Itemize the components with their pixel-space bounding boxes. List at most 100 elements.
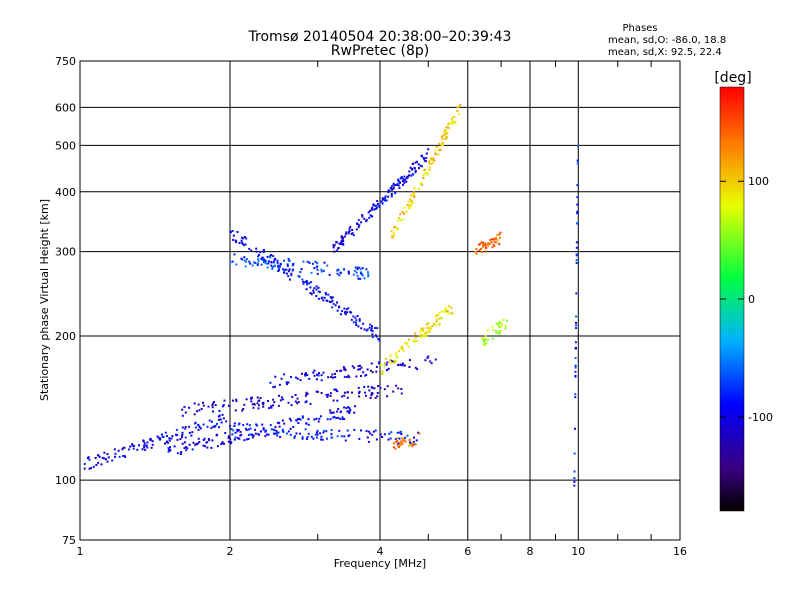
data-point — [422, 334, 424, 337]
data-point — [433, 324, 436, 327]
data-point — [275, 432, 278, 435]
data-point — [333, 244, 336, 247]
data-point — [493, 240, 496, 243]
data-point — [348, 376, 351, 379]
data-point — [302, 280, 305, 283]
data-point — [197, 437, 200, 440]
data-point — [283, 259, 285, 262]
data-point — [386, 361, 389, 364]
data-point — [287, 401, 290, 404]
data-point — [394, 191, 397, 194]
data-point — [83, 463, 86, 465]
data-point — [363, 328, 366, 331]
data-point — [242, 237, 245, 240]
data-point — [574, 427, 576, 430]
data-point — [331, 296, 334, 299]
data-point — [198, 441, 201, 443]
data-point — [422, 177, 425, 179]
data-point — [260, 257, 263, 260]
data-point — [262, 251, 265, 254]
data-point — [347, 272, 350, 275]
data-point — [395, 384, 398, 387]
data-point — [114, 452, 117, 455]
data-point — [277, 431, 280, 434]
data-point — [198, 425, 201, 428]
data-point — [241, 243, 244, 246]
data-point — [412, 191, 415, 194]
data-point — [214, 424, 217, 427]
data-point — [413, 436, 415, 439]
data-point — [376, 327, 379, 330]
data-point — [188, 431, 191, 434]
data-point — [290, 404, 293, 407]
data-point — [395, 352, 398, 355]
data-point — [371, 330, 374, 333]
data-point — [143, 442, 146, 445]
data-point — [396, 227, 399, 230]
data-point — [337, 247, 340, 250]
data-point — [95, 464, 98, 466]
data-point — [349, 311, 352, 313]
data-point — [103, 457, 106, 460]
data-point — [451, 311, 454, 314]
data-point — [381, 373, 384, 376]
data-point — [287, 257, 290, 260]
data-point — [358, 368, 361, 371]
data-point — [426, 356, 429, 359]
data-point — [575, 327, 577, 330]
data-point — [403, 206, 406, 209]
data-point — [360, 221, 363, 224]
data-point — [412, 340, 414, 343]
data-point — [360, 327, 363, 330]
data-point — [197, 424, 200, 427]
data-point — [221, 405, 224, 408]
data-point — [200, 407, 203, 410]
data-point — [175, 433, 177, 436]
data-point — [349, 409, 351, 412]
data-point — [346, 429, 349, 432]
data-point — [227, 435, 230, 438]
data-point — [170, 437, 173, 440]
data-point — [373, 387, 376, 390]
data-point — [244, 260, 247, 263]
data-point — [315, 285, 318, 288]
data-point — [272, 255, 275, 258]
data-point — [269, 381, 272, 384]
data-point — [345, 407, 348, 410]
data-point — [385, 369, 388, 372]
data-point — [111, 459, 114, 462]
data-point — [357, 219, 360, 222]
phases-x-line: mean, sd,X: 92.5, 22.4 — [608, 47, 722, 58]
data-point — [331, 436, 334, 439]
data-point — [384, 357, 387, 360]
data-point — [312, 371, 315, 374]
data-point — [149, 439, 152, 442]
data-point — [276, 434, 279, 437]
data-point — [98, 455, 101, 458]
data-point — [352, 321, 355, 324]
y-axis-label: Stationary phase Virtual Height [km] — [38, 199, 51, 401]
data-point — [227, 404, 230, 407]
data-point — [307, 423, 310, 426]
data-point — [371, 371, 374, 374]
data-point — [285, 268, 288, 271]
data-point — [173, 445, 176, 448]
data-point — [105, 458, 107, 461]
y-tick-label: 200 — [55, 330, 76, 343]
data-point — [232, 399, 234, 402]
data-point — [294, 400, 297, 403]
data-point — [453, 120, 456, 123]
data-point — [272, 398, 275, 401]
data-point — [365, 394, 367, 397]
data-point — [233, 422, 236, 425]
data-point — [315, 266, 318, 269]
data-point — [208, 419, 211, 422]
data-point — [314, 260, 317, 263]
data-point — [353, 428, 356, 431]
data-point — [487, 242, 489, 245]
data-point — [438, 322, 441, 325]
data-point — [316, 373, 318, 376]
data-point — [420, 327, 423, 330]
data-point — [357, 386, 360, 389]
data-point — [213, 401, 215, 403]
